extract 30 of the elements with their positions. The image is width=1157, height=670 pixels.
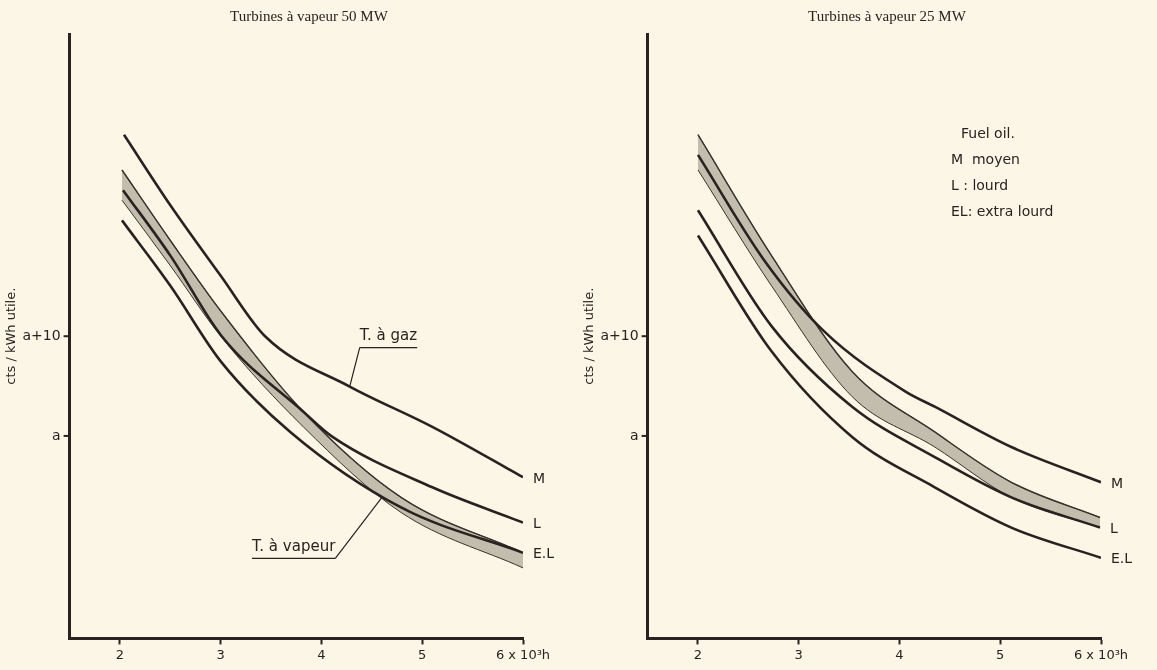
chart-title: Turbines à vapeur 25 MW: [807, 8, 967, 25]
series-label: E.L: [533, 545, 555, 562]
text: a+10: [22, 326, 61, 343]
y-axis-title: cts / kWh utile.: [3, 287, 19, 385]
x-tick-label: 2: [115, 646, 125, 662]
x-tick-label: 3: [794, 646, 803, 662]
text: a: [630, 426, 639, 443]
x-tick-label: 6 x 10³h: [495, 646, 551, 662]
x-tick-label: 2: [693, 646, 703, 662]
x-tick-label: 4: [895, 646, 904, 662]
annotation: L : lourd: [951, 176, 1009, 193]
text: a: [52, 426, 61, 443]
series-label: L: [533, 515, 541, 532]
series-label: M: [533, 469, 546, 486]
x-tick-label: 5: [996, 646, 1005, 662]
annotation: T. à gaz: [358, 326, 418, 345]
x-tick-label: 6 x 10³h: [1073, 646, 1129, 662]
text: a+10: [600, 326, 639, 343]
annotation: Fuel oil.: [961, 124, 1015, 141]
x-tick-label: 5: [418, 646, 427, 662]
x-tick-label: 4: [317, 646, 326, 662]
annotation: EL: extra lourd: [951, 202, 1054, 219]
x-tick-label: 3: [216, 646, 225, 662]
y-axis-title: cts / kWh utile.: [581, 287, 597, 385]
series-label: M: [1111, 474, 1124, 491]
annotation: T. à vapeur: [250, 537, 337, 556]
series-label: E.L: [1111, 550, 1133, 567]
chart-title: Turbines à vapeur 50 MW: [229, 8, 389, 25]
series-label: L: [1109, 520, 1118, 537]
annotation: M moyen: [951, 150, 1020, 167]
